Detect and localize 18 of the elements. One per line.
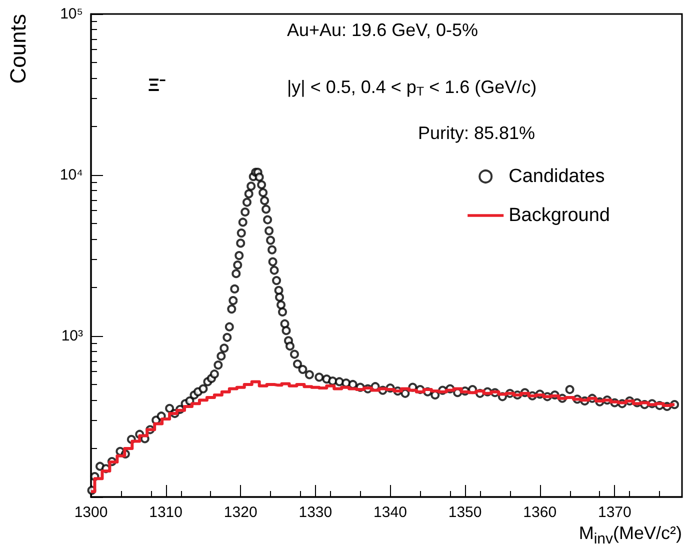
legend-label: Background <box>508 205 610 226</box>
x-axis-title: M$_{inv}$(MeV/c²) <box>578 523 682 549</box>
x-tick-label: 1310 <box>149 504 182 521</box>
x-tick-label: 1370 <box>598 504 632 521</box>
y-tick-label: 10⁴ <box>60 166 83 184</box>
x-tick-label: 1330 <box>298 504 332 521</box>
annotation: Purity: 85.81% <box>418 123 536 143</box>
x-tick-label: 1340 <box>374 504 407 521</box>
x-tick-label: 1300 <box>74 504 108 521</box>
x-tick-label: 1350 <box>448 504 482 521</box>
y-tick-label: 10³ <box>61 328 83 344</box>
x-tick-label: 1360 <box>523 504 557 521</box>
x-tick-label: 1320 <box>224 504 258 521</box>
annotation: Ξ⁻ <box>148 75 166 95</box>
y-tick-label: 10⁵ <box>60 6 83 22</box>
legend-label: Candidates <box>508 166 605 187</box>
annotation: Au+Au: 19.6 GeV, 0-5% <box>287 20 478 40</box>
y-axis-title: Counts <box>6 14 30 84</box>
